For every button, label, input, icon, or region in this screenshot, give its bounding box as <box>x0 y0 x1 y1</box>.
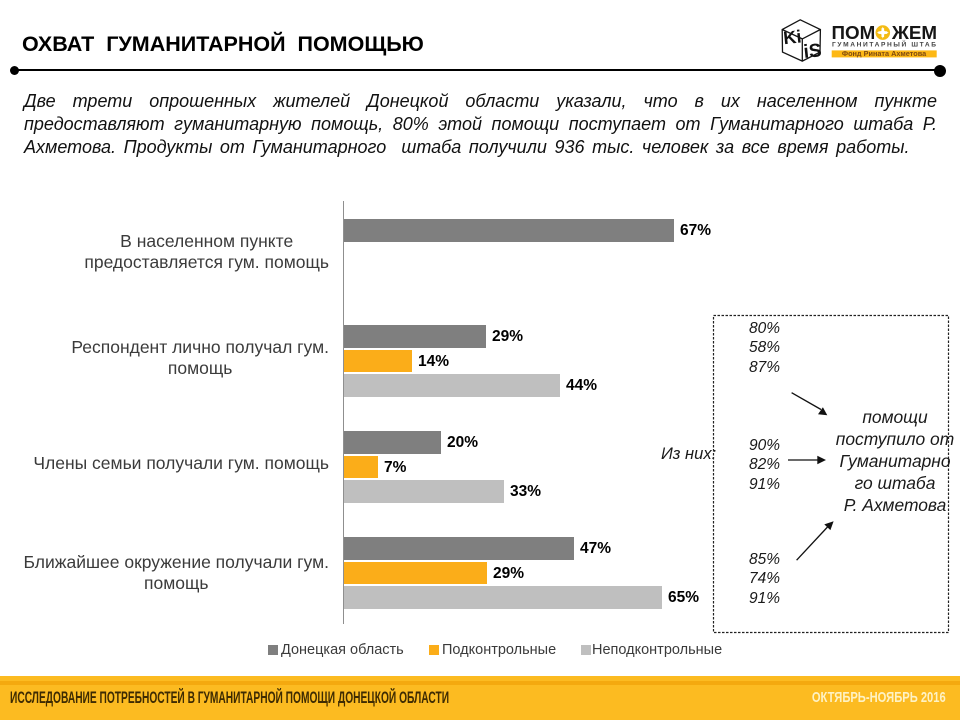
svg-text:Ki: Ki <box>782 26 802 48</box>
svg-text:iS: iS <box>803 40 823 63</box>
svg-text:ГУМАНИТАРНЫЙ ШТАБ: ГУМАНИТАРНЫЙ ШТАБ <box>832 40 936 49</box>
svg-text:Фонд Рината Ахметова: Фонд Рината Ахметова <box>842 49 927 58</box>
svg-text:ПОМ: ПОМ <box>832 22 876 43</box>
svg-text:ЖЕМ: ЖЕМ <box>891 22 937 43</box>
